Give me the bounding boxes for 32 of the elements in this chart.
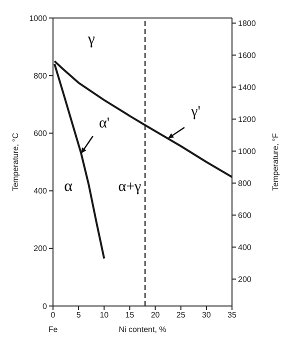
y2-tick-label: 600 [238,210,252,220]
y-tick-label: 200 [34,244,48,254]
y-tick-label: 600 [34,129,48,138]
x-tick-label: 0 [50,310,56,320]
y2-tick-label: 1800 [238,18,256,28]
y2-axis-title: Temperature, °F [270,133,280,191]
annotation: α [64,178,74,195]
annotation: γ' [190,104,201,120]
x-tick-label: 30 [202,310,212,320]
y-tick-label: 800 [34,71,48,80]
y-tick-label: 400 [34,186,48,196]
text: Fe [48,325,58,334]
y2-tick-label: 200 [238,274,252,284]
x-tick-label: 20 [150,310,160,320]
y-axis-title: Temperature, °C [10,132,20,192]
x-tick-label: 10 [100,310,110,320]
annotation: α' [99,115,110,132]
x-axis-title: Ni content, % [118,325,166,334]
y2-tick-label: 1000 [238,146,256,156]
y2-tick-label: 1600 [238,50,256,60]
y2-tick-label: 1200 [238,114,256,124]
annotation: γ [86,30,95,48]
x-tick-label: 5 [76,310,82,320]
x-tick-label: 15 [125,310,135,320]
y-tick-label: 1000 [29,14,48,23]
x-tick-label: 25 [176,310,186,320]
y-tick-label: 0 [42,302,48,311]
y2-tick-label: 800 [238,178,252,188]
y2-tick-label: 400 [238,242,252,252]
annotation: α+γ [118,178,142,195]
y2-tick-label: 1400 [238,82,256,92]
x-tick-label: 35 [228,310,237,320]
